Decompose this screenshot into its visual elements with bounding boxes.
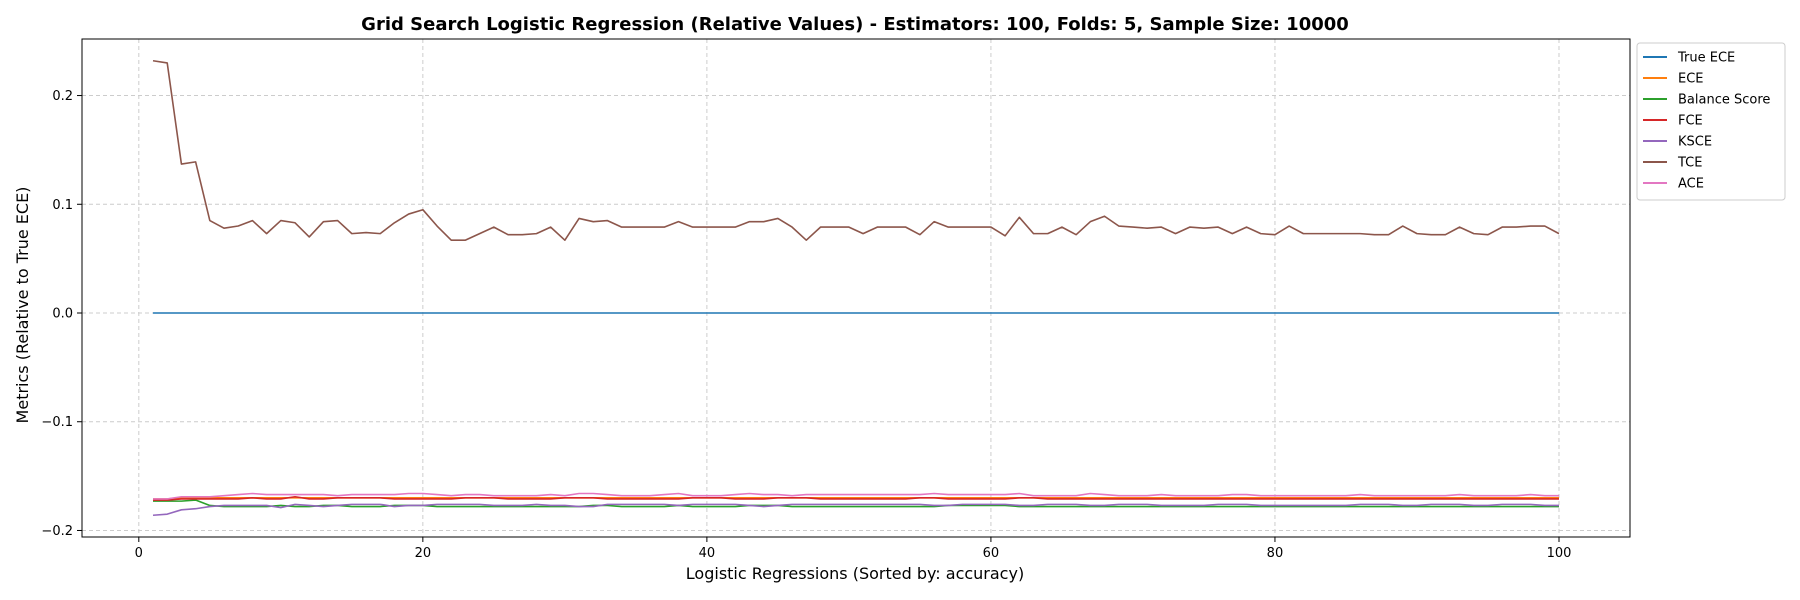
legend-label: KSCE — [1678, 135, 1712, 150]
legend-label: TCE — [1677, 156, 1702, 171]
legend-label: ACE — [1678, 177, 1704, 192]
series-line-tce — [152, 59, 1560, 241]
y-tick-label: 0.2 — [52, 89, 73, 104]
series-line-fce — [153, 495, 1559, 501]
x-axis-ticks: 0 20 40 60 80 100 — [135, 537, 1572, 561]
x-tick-label: 20 — [415, 546, 432, 561]
x-tick-label: 0 — [135, 546, 143, 561]
legend-box — [1636, 42, 1786, 201]
y-tick-label: −0.2 — [41, 524, 73, 539]
x-tick-label: 100 — [1547, 546, 1572, 561]
x-tick-label: 40 — [699, 546, 716, 561]
x-tick-label: 80 — [1267, 546, 1284, 561]
series-lines — [152, 59, 1560, 517]
chart-title: Grid Search Logistic Regression (Relativ… — [361, 14, 1349, 35]
y-tick-label: 0.1 — [52, 198, 73, 213]
series-line-ace — [153, 492, 1559, 500]
legend: True ECE ECE Balance Score FCE KSCE TCE ACE — [1636, 42, 1786, 201]
x-tick-label: 60 — [983, 546, 1000, 561]
legend-label: ECE — [1678, 72, 1704, 87]
y-axis-title: Metrics (Relative to True ECE) — [13, 187, 32, 424]
y-axis-ticks: −0.2 −0.1 0.0 0.1 0.2 — [41, 89, 82, 539]
y-tick-label: 0.0 — [52, 307, 73, 322]
legend-label: FCE — [1678, 114, 1703, 129]
plot-area-frame — [81, 38, 1631, 538]
series-line-ksce — [152, 503, 1559, 517]
legend-label: Balance Score — [1678, 93, 1770, 108]
x-axis-title: Logistic Regressions (Sorted by: accurac… — [686, 564, 1024, 583]
y-tick-label: −0.1 — [41, 415, 73, 430]
legend-label: True ECE — [1677, 51, 1735, 66]
